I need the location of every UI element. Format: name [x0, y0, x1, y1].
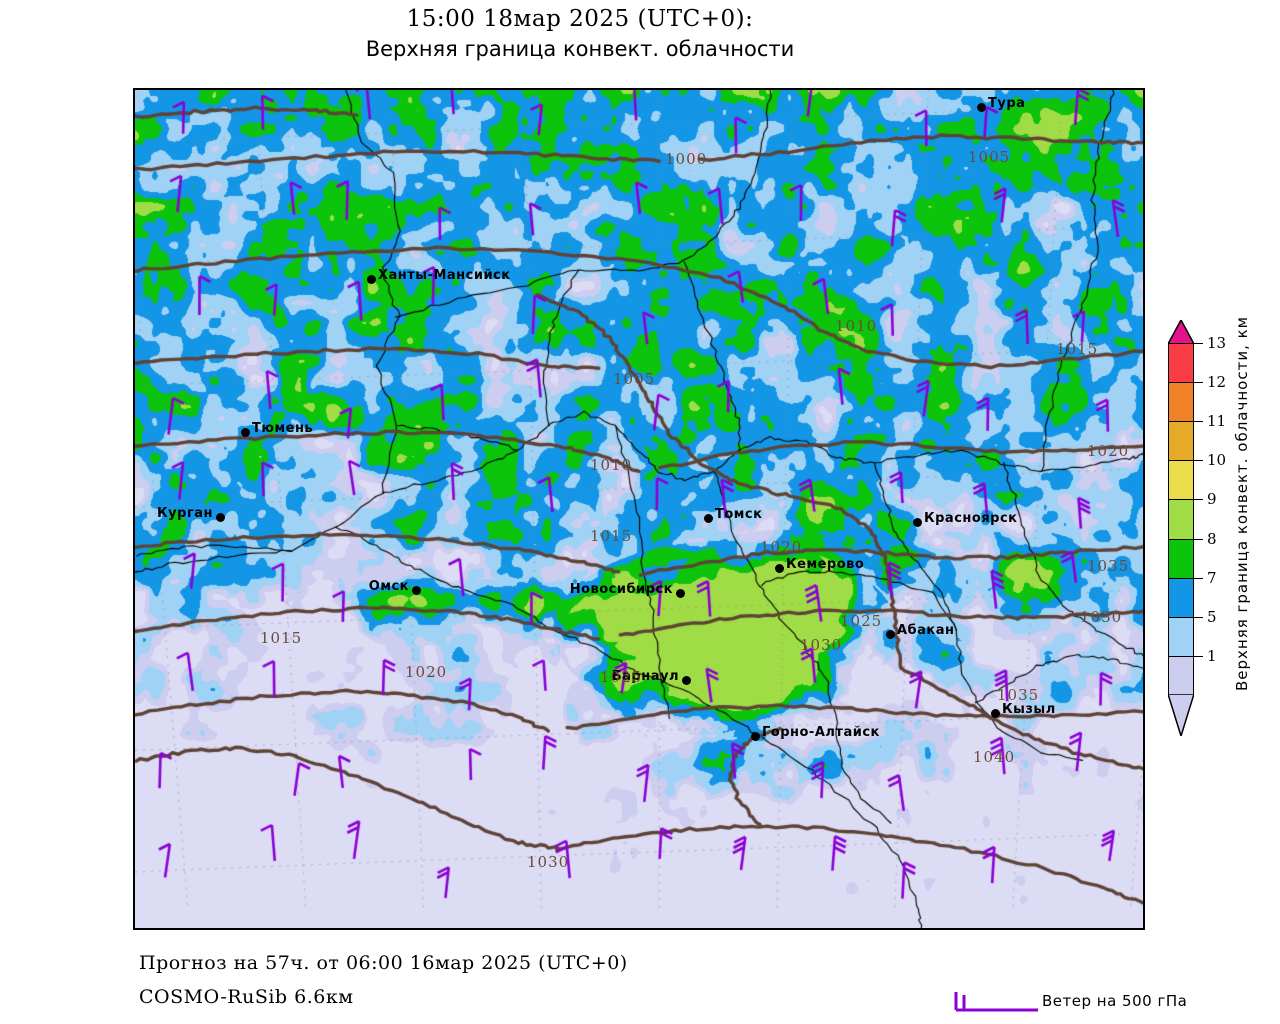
colorbar-tick — [1194, 460, 1203, 462]
forecast-info: Прогноз на 57ч. от 06:00 16мар 2025 (UTC… — [139, 952, 628, 974]
isobar-label: 1005 — [613, 370, 656, 388]
city-dot-icon — [775, 564, 784, 573]
city-label: Кызыл — [1002, 702, 1056, 717]
isobar-label: 1020 — [405, 663, 448, 681]
city-label: Красноярск — [924, 511, 1018, 526]
city-dot-icon — [676, 589, 685, 598]
colorbar-segment — [1168, 655, 1194, 695]
city-label: Абакан — [897, 623, 955, 638]
wind-barb-icon — [954, 992, 1038, 1012]
colorbar-segment — [1168, 577, 1194, 617]
weather-map[interactable]: Тура Ханты-Мансийск Тюмень Курган Омск Томск К… — [133, 88, 1145, 930]
city-label: Новосибирск — [569, 582, 673, 597]
title-line-datetime: 15:00 18мар 2025 (UTC+0): — [406, 6, 754, 32]
city-label: Горно-Алтайск — [762, 725, 880, 740]
city-label: Курган — [157, 506, 213, 521]
city-dot-icon — [704, 514, 713, 523]
colorbar-tick — [1194, 343, 1203, 344]
colorbar-segment — [1168, 616, 1194, 656]
colorbar-title-text: Верхняя граница конвект. облачности, км — [1233, 316, 1251, 692]
city-dot-icon — [367, 275, 376, 284]
city-dot-icon — [216, 513, 225, 522]
isobar-label: 1010 — [590, 456, 633, 474]
isobar-label: 1040 — [973, 748, 1016, 766]
colorbar-over-arrow — [1168, 320, 1194, 344]
model-info: COSMO-RuSib 6.6км — [139, 986, 354, 1008]
colorbar[interactable]: 13 12 11 10 9 8 7 5 1 — [1168, 334, 1226, 695]
city-dot-icon — [682, 676, 691, 685]
page-title: 15:00 18мар 2025 (UTC+0): Верхняя границ… — [0, 4, 1160, 64]
city-dot-icon — [751, 732, 760, 741]
colorbar-tick-label: 13 — [1207, 334, 1227, 352]
isobar-label: 1025 — [600, 668, 643, 686]
colorbar-tick-label: 7 — [1207, 568, 1217, 587]
colorbar-under-arrow — [1168, 694, 1194, 736]
city-label: Омск — [368, 579, 409, 594]
colorbar-segment — [1168, 421, 1194, 461]
city-dot-icon — [412, 586, 421, 595]
map-raster-layer — [135, 90, 1143, 928]
isobar-label: 1035 — [1087, 557, 1130, 575]
isobar-label: 1030 — [800, 636, 843, 654]
colorbar-tick — [1194, 382, 1203, 384]
colorbar-tick-label: 1 — [1207, 646, 1217, 665]
city-label: Томск — [715, 507, 763, 522]
colorbar-tick-label: 10 — [1207, 451, 1227, 470]
colorbar-title: Верхняя граница конвект. облачности, км — [1233, 316, 1263, 736]
city-label: Ханты-Мансийск — [378, 268, 511, 283]
isobar-label: 1035 — [997, 686, 1040, 704]
city-dot-icon — [913, 518, 922, 527]
isobar-label: 1015 — [260, 629, 303, 647]
colorbar-tick — [1194, 421, 1203, 423]
city-label: Тюмень — [252, 421, 314, 436]
wind-legend-label: Ветер на 500 гПа — [1042, 992, 1188, 1010]
colorbar-tick — [1194, 499, 1203, 501]
city-label: Барнаул — [611, 669, 679, 684]
colorbar-segment — [1168, 538, 1194, 578]
city-dot-icon — [886, 630, 895, 639]
isobar-label: 1020 — [1087, 442, 1130, 460]
isobar-label: 1015 — [1056, 340, 1099, 358]
isobar-label: 1030 — [1080, 608, 1123, 626]
isobar-label: 1000 — [665, 150, 708, 168]
city-label: Кемерово — [786, 557, 865, 572]
city-label: Тура — [988, 96, 1026, 111]
title-line-parameter: Верхняя граница конвект. облачности — [365, 37, 795, 61]
isobar-label: 1015 — [590, 527, 633, 545]
colorbar-tick-label: 9 — [1207, 490, 1217, 509]
colorbar-tick — [1194, 655, 1203, 657]
colorbar-tick-label: 12 — [1207, 373, 1227, 392]
isobar-label: 1020 — [760, 538, 803, 556]
wind-legend: Ветер на 500 гПа — [952, 988, 1187, 1016]
colorbar-segment — [1168, 460, 1194, 500]
colorbar-tick-label: 5 — [1207, 607, 1217, 626]
city-dot-icon — [241, 428, 250, 437]
colorbar-segment — [1168, 382, 1194, 422]
colorbar-segment — [1168, 343, 1194, 383]
city-dot-icon — [991, 709, 1000, 718]
colorbar-segment — [1168, 499, 1194, 539]
colorbar-tick — [1194, 538, 1203, 540]
colorbar-tick — [1194, 577, 1203, 579]
isobar-label: 1005 — [968, 148, 1011, 166]
colorbar-tick — [1194, 616, 1203, 618]
isobar-label: 1010 — [835, 317, 878, 335]
colorbar-tick-label: 8 — [1207, 529, 1217, 548]
isobar-label: 1030 — [527, 853, 570, 871]
isobar-label: 1025 — [840, 612, 883, 630]
colorbar-tick-label: 11 — [1207, 412, 1227, 431]
city-dot-icon — [977, 103, 986, 112]
